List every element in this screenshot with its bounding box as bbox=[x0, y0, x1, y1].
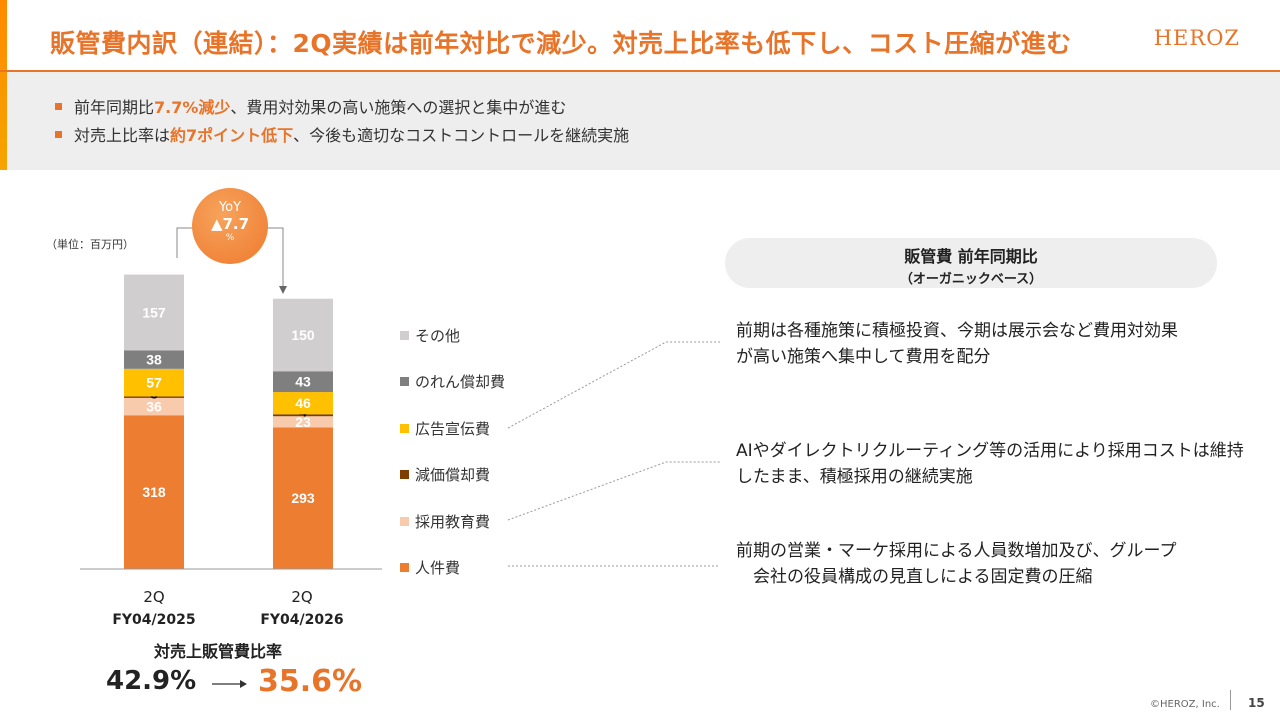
bar-data-label: 150 bbox=[291, 327, 315, 343]
bar-segment bbox=[273, 298, 333, 372]
x-tick-label: FY04/2026 bbox=[260, 612, 344, 628]
bar-segment bbox=[124, 368, 184, 397]
legend-label: 広告宣伝費 bbox=[415, 420, 491, 438]
legend-item: 採用教育費 bbox=[400, 511, 490, 532]
bar-segment bbox=[273, 414, 333, 417]
pill-title: 販管費 前年同期比 bbox=[904, 247, 1038, 266]
x-tick-label: FY04/2025 bbox=[112, 612, 196, 628]
note-ad-cost: 前期は各種施策に積極投資、今期は展示会など費用対効果 が高い施策へ集中して費用を… bbox=[736, 318, 1266, 370]
x-tick-label: 2Q bbox=[291, 588, 313, 606]
legend-item: のれん償却費 bbox=[400, 371, 505, 392]
stacked-bar-chart: 31836357381572932344643150 bbox=[80, 227, 720, 688]
leader-line-recruit bbox=[507, 461, 720, 521]
note-line: 前期の営業・マーケ採用による人員数増加及び、グループ bbox=[736, 541, 1177, 561]
bar-data-label: 23 bbox=[295, 414, 311, 430]
bar-segment bbox=[124, 350, 184, 369]
heroz-logo: HEROZ bbox=[1153, 26, 1240, 50]
note-personnel-cost: 前期の営業・マーケ採用による人員数増加及び、グループ 会社の役員構成の見直しによ… bbox=[736, 538, 1266, 590]
bar-segment bbox=[273, 371, 333, 393]
legend-label: 人件費 bbox=[415, 559, 461, 577]
leader-line-ad bbox=[507, 341, 720, 429]
ratio-previous: 42.9% bbox=[106, 666, 197, 696]
bar-segment bbox=[124, 396, 184, 398]
summary-bullet-1: 前年同期比7.7%減少、費用対効果の高い施策への選択と集中が進む bbox=[55, 94, 566, 118]
bullet-highlight: 7.7%減少 bbox=[154, 98, 231, 117]
bar-data-label: 293 bbox=[291, 490, 315, 506]
yoy-arrow-head-icon bbox=[279, 286, 287, 294]
legend-label: 採用教育費 bbox=[415, 513, 491, 531]
legend-label: 減価償却費 bbox=[415, 466, 491, 484]
left-accent-bar bbox=[0, 0, 7, 170]
bullet-square-icon bbox=[55, 131, 62, 138]
footer-divider bbox=[1230, 690, 1231, 710]
yoy-badge: YoY ▲7.7 % bbox=[192, 188, 268, 264]
ratio-title: 対売上販管費比率 bbox=[154, 642, 283, 661]
legend-swatch bbox=[400, 377, 409, 386]
legend-swatch bbox=[400, 331, 409, 340]
yoy-value: ▲7.7 bbox=[210, 215, 250, 233]
bar-data-label: 46 bbox=[295, 395, 311, 411]
page-number: 15 bbox=[1248, 696, 1265, 710]
note-line: 会社の役員構成の見直しによる固定費の圧縮 bbox=[736, 567, 1093, 587]
yoy-connector-right bbox=[266, 227, 284, 290]
note-line: 前期は各種施策に積極投資、今期は展示会など費用対効果 bbox=[736, 321, 1178, 341]
legend-label: その他 bbox=[415, 327, 461, 345]
note-line: AIやダイレクトリクルーティング等の活用により採用コストは維持 bbox=[736, 441, 1244, 461]
legend-swatch bbox=[400, 424, 409, 433]
unit-label: （単位：百万円） bbox=[46, 238, 134, 251]
note-line: が高い施策へ集中して費用を配分 bbox=[736, 347, 991, 367]
bar-data-label: 38 bbox=[146, 352, 162, 368]
bullet-text: 前年同期比 bbox=[74, 98, 155, 117]
legend-item: 広告宣伝費 bbox=[400, 418, 490, 439]
legend-item: その他 bbox=[400, 325, 460, 346]
note-line: したまま、積極採用の継続実施 bbox=[736, 467, 973, 487]
yoy-connector-left bbox=[176, 227, 194, 258]
pill-subtitle: （オーガニックベース） bbox=[899, 272, 1043, 287]
yoy-unit: % bbox=[225, 233, 235, 243]
bullet-highlight: 約7ポイント低下 bbox=[170, 126, 294, 145]
legend-swatch bbox=[400, 517, 409, 526]
bar-data-label: 57 bbox=[146, 375, 162, 391]
bar-segment bbox=[273, 416, 333, 428]
x-tick-label: 2Q bbox=[143, 588, 165, 606]
bar-data-label: 318 bbox=[142, 484, 166, 500]
bullet-square-icon bbox=[55, 103, 62, 110]
bar-segment bbox=[273, 392, 333, 415]
bar-segment bbox=[124, 397, 184, 416]
legend-swatch bbox=[400, 470, 409, 479]
bullet-text: 、費用対効果の高い施策への選択と集中が進む bbox=[230, 98, 567, 117]
bar-segment bbox=[124, 415, 184, 569]
yoy-label: YoY bbox=[218, 200, 242, 215]
bullet-text: 対売上比率は bbox=[74, 126, 171, 145]
comparison-pill: 販管費 前年同期比 （オーガニックベース） bbox=[725, 238, 1217, 288]
bullet-text: 、今後も適切なコストコントロールを継続実施 bbox=[293, 126, 630, 145]
legend-swatch bbox=[400, 563, 409, 572]
bar-segment bbox=[273, 427, 333, 569]
legend-item: 人件費 bbox=[400, 557, 460, 578]
legend-item: 減価償却費 bbox=[400, 464, 490, 485]
note-recruit-cost: AIやダイレクトリクルーティング等の活用により採用コストは維持 したまま、積極採… bbox=[736, 438, 1266, 490]
bar-data-label: 157 bbox=[142, 305, 166, 321]
summary-box: 前年同期比7.7%減少、費用対効果の高い施策への選択と集中が進む 対売上比率は約… bbox=[7, 72, 1280, 170]
page-title: 販管費内訳（連結）：2Q実績は前年対比で減少。対売上比率も低下し、コスト圧縮が進… bbox=[50, 29, 1072, 58]
ratio-arrow-icon bbox=[240, 680, 247, 688]
copyright: ©HEROZ, Inc. bbox=[1150, 699, 1220, 710]
ratio-current: 35.6% bbox=[258, 664, 363, 699]
bar-data-label: 43 bbox=[295, 374, 311, 390]
legend-label: のれん償却費 bbox=[415, 373, 506, 391]
summary-bullet-2: 対売上比率は約7ポイント低下、今後も適切なコストコントロールを継続実施 bbox=[55, 122, 629, 146]
bar-segment bbox=[124, 274, 184, 351]
title-divider bbox=[0, 70, 1280, 72]
bar-data-label: 36 bbox=[146, 399, 162, 415]
